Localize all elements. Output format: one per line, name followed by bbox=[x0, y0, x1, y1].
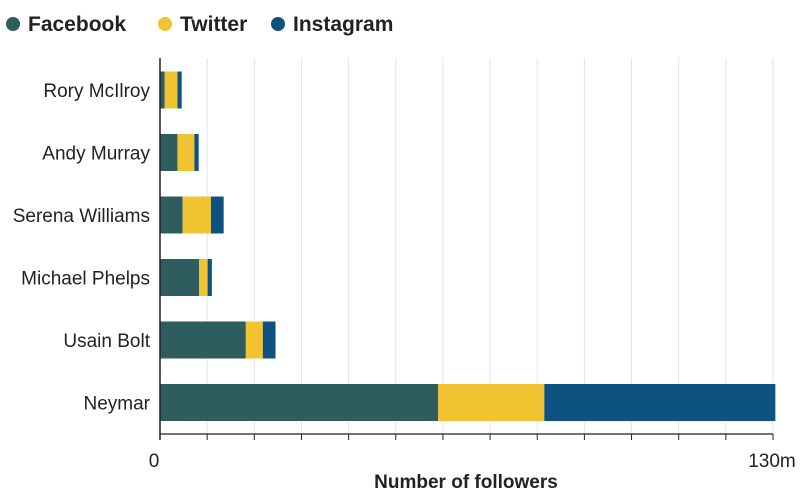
bar-serena-williams-facebook bbox=[160, 196, 183, 234]
bar-serena-williams-instagram bbox=[210, 196, 224, 234]
bar-usain-bolt-facebook bbox=[160, 321, 246, 359]
legend-label-facebook: Facebook bbox=[28, 13, 126, 36]
legend-marker-twitter bbox=[158, 17, 172, 31]
legend-marker-instagram bbox=[271, 17, 285, 31]
x-axis-title: Number of followers bbox=[374, 472, 558, 493]
category-label-andy-murray: Andy Murray bbox=[42, 144, 150, 165]
category-label-usain-bolt: Usain Bolt bbox=[63, 331, 150, 352]
bar-serena-williams-twitter bbox=[182, 196, 211, 234]
category-label-michael-phelps: Michael Phelps bbox=[21, 269, 150, 290]
x-tick-label-max: 130m bbox=[748, 451, 796, 472]
bar-neymar-twitter bbox=[438, 384, 545, 421]
bar-neymar-facebook bbox=[160, 384, 439, 421]
category-label-serena-williams: Serena Williams bbox=[13, 206, 150, 227]
bar-andy-murray-instagram bbox=[194, 134, 199, 171]
bar-andy-murray-twitter bbox=[177, 134, 195, 171]
bar-michael-phelps-facebook bbox=[160, 259, 200, 296]
bar-michael-phelps-instagram bbox=[207, 259, 212, 296]
bar-usain-bolt-twitter bbox=[245, 321, 263, 359]
x-tick-label-min: 0 bbox=[149, 451, 160, 472]
bar-rory-mcilroy-twitter bbox=[164, 71, 178, 109]
legend-marker-facebook bbox=[6, 17, 20, 31]
bar-usain-bolt-instagram bbox=[262, 321, 276, 359]
bar-rory-mcilroy-facebook bbox=[160, 71, 165, 109]
legend-label-instagram: Instagram bbox=[293, 13, 393, 36]
category-label-rory-mcilroy: Rory McIlroy bbox=[43, 81, 150, 102]
bars bbox=[160, 71, 776, 421]
legend-label-twitter: Twitter bbox=[180, 13, 247, 36]
y-axis: Rory McIlroy Andy Murray Serena Williams Mi… bbox=[13, 58, 161, 440]
bar-andy-murray-facebook bbox=[160, 134, 178, 171]
gridlines bbox=[206, 58, 774, 434]
legend: Facebook Twitter Instagram bbox=[6, 13, 393, 36]
bar-rory-mcilroy-instagram bbox=[177, 71, 182, 109]
bar-michael-phelps-twitter bbox=[199, 259, 208, 296]
bar-neymar-instagram bbox=[544, 384, 776, 421]
x-axis: Number of followers 0 130m bbox=[149, 433, 796, 493]
category-label-neymar: Neymar bbox=[83, 394, 150, 415]
